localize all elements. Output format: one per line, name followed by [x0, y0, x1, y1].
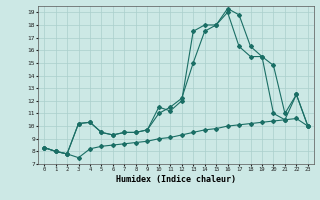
X-axis label: Humidex (Indice chaleur): Humidex (Indice chaleur) [116, 175, 236, 184]
